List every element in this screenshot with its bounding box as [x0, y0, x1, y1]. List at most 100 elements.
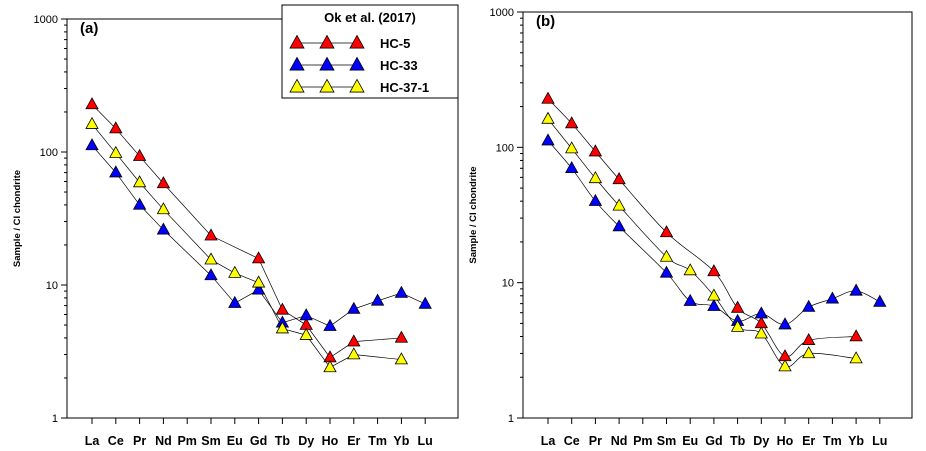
data-point-hc-37-1 [707, 288, 721, 301]
data-point-hc-37-1 [612, 198, 626, 211]
y-tick-label: 1 [508, 413, 514, 425]
data-point-hc-37-1 [778, 359, 792, 372]
panel-a-chart: 1 10 100 1000 Sample / CI chondrite La Ce Pr Nd P… [12, 4, 459, 448]
data-point-hc-33 [541, 133, 555, 146]
data-point-hc-33 [778, 317, 792, 330]
data-point-hc-33 [156, 222, 171, 235]
data-point-hc-5 [156, 176, 171, 189]
legend-marker [289, 56, 305, 71]
x-tick-label-nd: Nd [611, 434, 628, 448]
data-point-hc-5 [730, 300, 745, 313]
data-point-hc-5 [275, 302, 290, 315]
x-tick-label-yb: Yb [393, 434, 409, 448]
x-tick-label-gd: Gd [705, 434, 722, 448]
data-point-hc-33 [109, 165, 123, 178]
data-point-hc-37-1 [85, 116, 99, 129]
data-point-hc-5 [541, 91, 555, 104]
data-point-hc-37-1 [541, 111, 555, 124]
x-tick-label-tm: Tm [368, 434, 387, 448]
data-point-hc-37-1 [849, 351, 863, 364]
data-point-hc-33 [707, 298, 721, 311]
legend-entry-hc-37-1: HC-37-1 [380, 80, 429, 95]
x-tick-label-lu: Lu [418, 434, 433, 448]
data-point-hc-5 [394, 330, 409, 343]
data-point-hc-5 [778, 349, 792, 362]
data-point-hc-37-1 [730, 319, 745, 332]
series-line-hc-5 [91, 104, 402, 358]
data-point-hc-37-1 [565, 141, 579, 154]
legend-marker [349, 34, 365, 49]
x-tick-label-tb: Tb [275, 434, 291, 448]
data-point-hc-33 [849, 283, 863, 296]
legend-marker [289, 78, 305, 93]
series-line-hc-5 [547, 98, 857, 358]
data-point-hc-33 [228, 295, 242, 308]
data-point-hc-5 [849, 329, 863, 342]
data-point-hc-5 [109, 121, 123, 134]
data-point-hc-37-1 [109, 145, 123, 158]
data-point-hc-33 [204, 268, 218, 281]
data-point-hc-37-1 [299, 327, 313, 340]
legend-marker [349, 56, 365, 71]
data-point-hc-37-1 [275, 321, 290, 334]
legend-box [281, 4, 459, 99]
data-point-hc-33 [802, 299, 816, 312]
data-point-hc-33 [394, 285, 409, 298]
x-tick-label-er: Er [347, 434, 360, 448]
x-tick-label-sm: Sm [657, 434, 676, 448]
legend-marker [289, 34, 305, 49]
data-point-hc-33 [85, 138, 99, 151]
y-tick-label: 100 [496, 142, 514, 154]
data-point-hc-37-1 [323, 360, 337, 373]
x-tick-label-eu: Eu [682, 434, 698, 448]
y-tick-label: 10 [502, 278, 514, 290]
x-tick-label-er: Er [802, 434, 815, 448]
data-point-hc-33 [418, 296, 432, 309]
legend-marker [319, 78, 335, 93]
legend-marker [319, 56, 335, 71]
data-point-hc-37-1 [659, 249, 674, 262]
data-point-hc-5 [612, 172, 626, 185]
data-point-hc-33 [323, 318, 337, 331]
data-point-hc-33 [683, 293, 697, 306]
plot-frame [66, 18, 459, 419]
data-point-hc-33 [347, 301, 361, 314]
y-axis-label: Sample / CI chondrite [468, 166, 479, 263]
panel-label: (b) [536, 13, 555, 30]
data-point-hc-37-1 [347, 347, 361, 360]
x-tick-label-pm: Pm [633, 434, 652, 448]
data-point-hc-37-1 [251, 275, 266, 288]
x-tick-label-pr: Pr [589, 434, 602, 448]
x-tick-label-la: La [541, 434, 557, 448]
x-tick-label-yb: Yb [848, 434, 864, 448]
data-point-hc-5 [565, 116, 579, 129]
data-point-hc-33 [825, 291, 840, 304]
x-tick-label-sm: Sm [201, 434, 220, 448]
plot-frame [522, 11, 913, 419]
x-tick-label-dy: Dy [298, 434, 314, 448]
data-point-hc-5 [204, 228, 218, 241]
data-point-hc-5 [251, 251, 266, 264]
x-tick-label-nd: Nd [155, 434, 172, 448]
data-point-hc-37-1 [132, 175, 147, 188]
y-tick-label: 1000 [34, 14, 58, 26]
x-tick-label-ho: Ho [322, 434, 339, 448]
x-tick-label-tb: Tb [730, 434, 746, 448]
data-point-hc-5 [132, 148, 147, 161]
x-tick-label-ce: Ce [564, 434, 580, 448]
legend-marker [349, 78, 365, 93]
data-point-hc-5 [707, 264, 721, 277]
x-tick-label-eu: Eu [227, 434, 243, 448]
y-tick-label: 100 [40, 147, 58, 159]
x-tick-label-la: La [85, 434, 101, 448]
data-point-hc-33 [612, 219, 626, 232]
data-point-hc-5 [347, 334, 361, 347]
x-tick-label-gd: Gd [250, 434, 267, 448]
x-tick-label-dy: Dy [753, 434, 769, 448]
data-point-hc-5 [85, 97, 99, 110]
legend-entry-hc-33: HC-33 [380, 58, 418, 73]
data-point-hc-37-1 [156, 202, 171, 215]
data-point-hc-33 [754, 306, 768, 319]
legend-entry-hc-5: HC-5 [380, 36, 410, 51]
